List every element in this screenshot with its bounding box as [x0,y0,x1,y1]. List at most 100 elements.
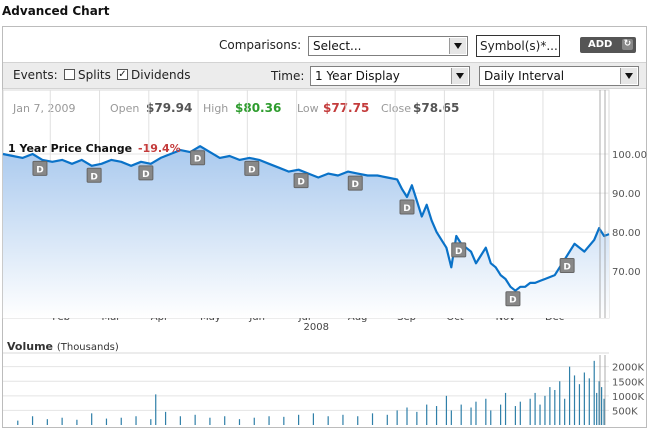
volume-bar [253,417,255,425]
splits-label: Splits [78,68,111,82]
dividend-marker: D [244,160,260,176]
volume-bar [179,416,181,425]
volume-bar [268,416,270,425]
volume-bar [224,416,226,425]
time-label: Time: [271,69,305,83]
dividends-checkbox[interactable]: ✓ [117,69,128,80]
interval-value: Daily Interval [484,69,565,83]
quote-date: Jan 7, 2009 [13,102,76,115]
open-label: Open [110,102,140,115]
volume-bar [539,404,541,425]
volume-bar [544,395,546,425]
volume-bar [514,406,516,425]
dividend-marker: D [293,173,309,189]
volume-bar [598,381,600,425]
volume-bar [470,407,472,425]
dividend-marker: D [190,150,206,166]
volume-title: Volume [7,340,53,353]
volume-bar [17,420,19,425]
x-year-label: 2008 [304,322,329,333]
dividend-marker-box [32,160,48,176]
volume-bar [327,416,329,425]
dividend-marker: D [559,258,575,274]
dividends-label: Dividends [131,68,191,82]
comparisons-select[interactable]: Select... [308,36,468,56]
volume-tick-label: 1000K [612,392,644,403]
dividend-marker-label: D [90,172,97,182]
volume-bar [426,404,428,425]
dividend-marker-label: D [455,247,462,257]
dividend-marker-box [347,175,363,191]
volume-bar [485,398,487,425]
dividend-marker-box [293,173,309,189]
y-tick-label: 90.00 [612,189,641,200]
volume-bar [386,414,388,425]
volume-bar [209,417,211,425]
volume-bar [194,414,196,425]
volume-bar [342,414,344,425]
volume-bar [588,378,590,425]
dividend-marker-label: D [403,204,410,214]
events-toolbar: Events: Splits ✓ Dividends Time: 1 Year … [3,62,646,89]
volume-bar [283,416,285,425]
volume-bar [559,381,561,425]
comparisons-label: Comparisons: [219,38,302,52]
volume-bar [46,419,48,425]
interval-select[interactable]: Daily Interval [479,66,639,86]
volume-tick-label: 2000K [612,363,644,374]
high-label: High [203,102,229,115]
volume-tick-label: 500K [612,406,638,417]
high-value: $80.36 [235,101,282,115]
volume-bar [568,366,571,425]
comparisons-select-value: Select... [313,39,362,53]
low-label: Low [297,102,319,115]
volume-bar [435,406,438,425]
dividend-marker-box [190,150,206,166]
dividend-marker: D [399,199,415,215]
dividend-marker-box [399,199,415,215]
chart-title: Advanced Chart [2,4,110,18]
splits-checkbox[interactable] [64,69,75,80]
dividend-marker-box [86,167,102,183]
volume-unit: (Thousands) [56,342,119,353]
volume-bar [371,413,374,425]
volume-bar [500,404,502,425]
dividend-marker-box [244,160,260,176]
volume-bar [445,395,448,425]
refresh-icon: ↻ [622,39,633,50]
add-button-label: ADD [588,39,613,50]
close-value: $78.65 [413,101,460,115]
dividend-marker-box [505,291,521,307]
volume-bar [406,407,408,425]
volume-bar [593,360,595,425]
dividend-marker-label: D [352,180,359,190]
price-line [2,145,610,292]
volume-bar [578,384,581,425]
dividend-marker: D [347,175,363,191]
close-label: Close [381,102,411,115]
volume-bar [135,416,137,425]
time-display-value: 1 Year Display [315,69,400,83]
dividend-marker-box [451,242,467,258]
volume-bar [396,410,398,425]
volume-bar [120,417,122,425]
dividend-marker-label: D [36,165,43,175]
volume-bar [504,392,507,425]
volume-bar [150,419,152,425]
dividend-marker-label: D [509,296,516,306]
add-button[interactable]: ADD ↻ [580,37,636,53]
volume-bar [298,414,300,425]
volume-bar [603,398,605,425]
price-change-value: -19.4% [138,142,181,155]
volume-bar [164,411,167,425]
y-tick-label: 80.00 [612,228,641,239]
symbol-input[interactable]: Symbol(s)*... [476,35,560,57]
volume-bar [416,411,418,425]
dividend-marker-label: D [194,155,201,165]
volume-bar [596,392,598,425]
time-display-select[interactable]: 1 Year Display [310,66,470,86]
volume-bar [490,410,492,425]
comparison-toolbar: Comparisons: Select... [3,33,646,61]
chevron-down-icon [451,68,468,84]
